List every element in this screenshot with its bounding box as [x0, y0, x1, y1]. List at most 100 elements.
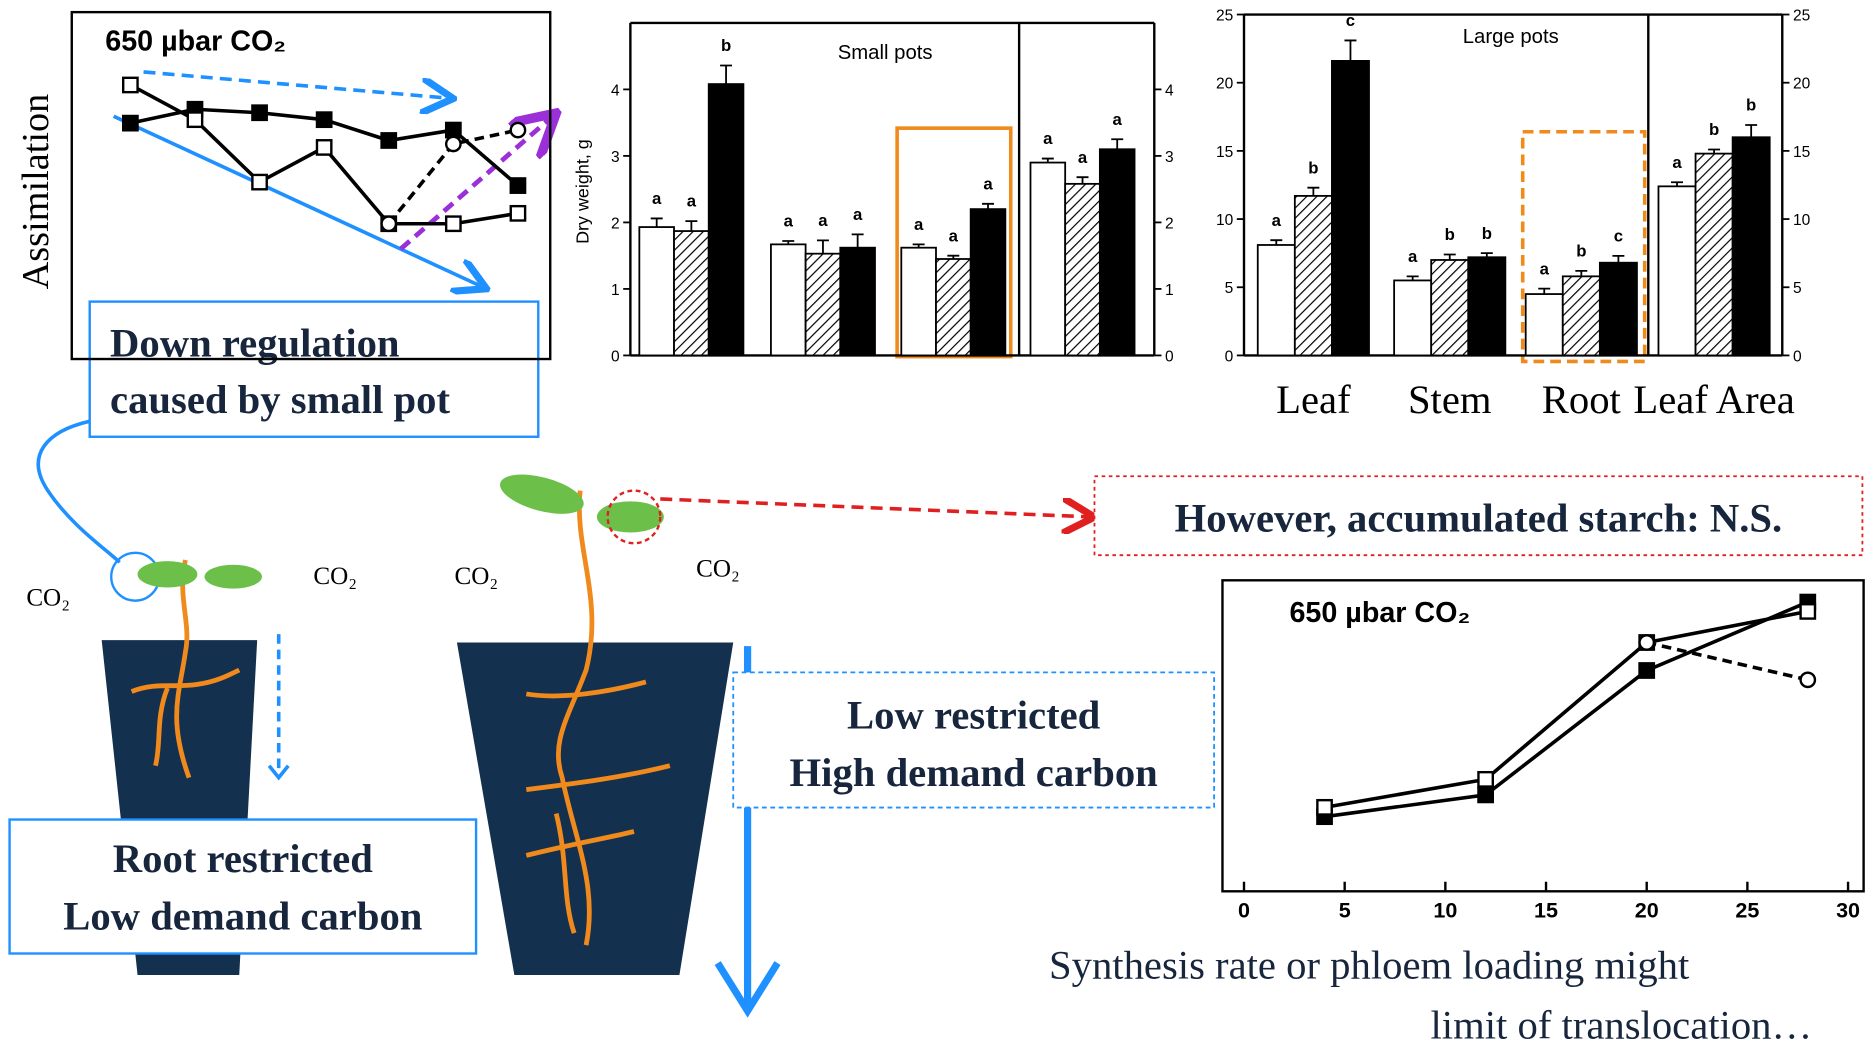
- callout-text: Low demand carbon: [63, 894, 422, 939]
- significance-letter: b: [1482, 224, 1492, 243]
- significance-letter: a: [784, 212, 794, 231]
- y-tick-label: 15: [1216, 144, 1233, 161]
- error-bar: [1745, 125, 1757, 137]
- point: [123, 78, 137, 92]
- significance-letter: a: [949, 226, 959, 245]
- note-text: Synthesis rate or phloem loading might: [1049, 943, 1690, 988]
- significance-letter: a: [1043, 129, 1053, 148]
- x-tick-label: 20: [1635, 899, 1659, 923]
- bar: [1100, 149, 1135, 355]
- point: [317, 140, 331, 154]
- y2-tick-label: 20: [1793, 76, 1811, 93]
- significance-letter: a: [818, 211, 828, 230]
- category-label: Root: [1542, 377, 1622, 422]
- significance-letter: c: [1614, 227, 1623, 246]
- co2-label: CO₂: [26, 584, 70, 611]
- point: [446, 137, 460, 151]
- point: [446, 217, 460, 231]
- bar: [936, 259, 971, 355]
- significance-letter: c: [1346, 11, 1355, 30]
- bar: [1468, 257, 1505, 355]
- y2-tick-label: 10: [1793, 212, 1811, 229]
- significance-letter: a: [652, 189, 662, 208]
- x-tick-label: 25: [1735, 899, 1759, 923]
- significance-letter: a: [1408, 247, 1418, 266]
- error-bar: [1111, 139, 1123, 149]
- category-label: Leaf Area: [1633, 377, 1794, 422]
- y2-tick-label: 0: [1165, 348, 1174, 365]
- point: [446, 123, 460, 137]
- point: [511, 206, 525, 220]
- y-tick-label: 20: [1216, 76, 1234, 93]
- point: [1478, 772, 1492, 786]
- x-tick-label: 5: [1339, 899, 1351, 923]
- significance-letter: a: [914, 215, 924, 234]
- bar: [771, 244, 806, 355]
- significance-letter: b: [1709, 120, 1719, 139]
- callout-text: Root restricted: [113, 836, 373, 881]
- bar: [1431, 260, 1468, 355]
- bar: [1030, 163, 1065, 356]
- significance-letter: a: [1672, 153, 1682, 172]
- co2-label: CO₂: [455, 563, 499, 590]
- bar: [1696, 154, 1733, 356]
- y2-tick-label: 5: [1793, 280, 1802, 297]
- bar: [1563, 276, 1600, 355]
- point: [252, 106, 266, 120]
- chart-title: 650 µbar CO₂: [105, 25, 286, 57]
- bar: [1332, 61, 1369, 356]
- error-bar: [1344, 40, 1356, 60]
- significance-letter: a: [687, 192, 697, 211]
- co2-label: CO₂: [696, 556, 740, 583]
- y2-tick-label: 2: [1165, 215, 1174, 232]
- y2-tick-label: 0: [1793, 348, 1802, 365]
- chart-title: Large pots: [1463, 26, 1559, 48]
- chart-title: Small pots: [838, 42, 933, 64]
- y-axis-label: Dry weight, g: [573, 139, 593, 244]
- co2-label: CO₂: [313, 563, 357, 590]
- x-tick-label: 0: [1238, 899, 1250, 923]
- point: [252, 175, 266, 189]
- error-bar: [817, 240, 829, 253]
- bar: [1065, 184, 1100, 356]
- error-bar: [651, 218, 663, 227]
- bar: [1258, 245, 1295, 355]
- y2-tick-label: 25: [1793, 8, 1810, 25]
- point: [382, 133, 396, 147]
- bar: [1658, 186, 1695, 355]
- y-tick-label: 3: [611, 149, 620, 166]
- error-bar: [720, 65, 732, 84]
- bar: [840, 248, 875, 356]
- significance-letter: b: [721, 36, 731, 55]
- bar: [1295, 196, 1332, 356]
- point: [123, 116, 137, 130]
- significance-letter: a: [853, 205, 863, 224]
- point: [1640, 663, 1654, 677]
- slide: Down regulation caused by small pot Root…: [0, 0, 1866, 1041]
- significance-letter: b: [1576, 242, 1586, 261]
- y-tick-label: 10: [1216, 212, 1234, 229]
- bar: [1733, 137, 1770, 355]
- significance-letter: b: [1445, 225, 1455, 244]
- error-bar: [685, 221, 697, 231]
- series-line: [1325, 611, 1808, 807]
- y-tick-label: 5: [1225, 280, 1234, 297]
- y-axis-label: Assimilation: [15, 94, 57, 290]
- callout-text: High demand carbon: [790, 750, 1158, 795]
- significance-letter: a: [1540, 259, 1550, 278]
- point: [511, 178, 525, 192]
- y-tick-label: 25: [1216, 8, 1233, 25]
- significance-letter: a: [1078, 148, 1088, 167]
- point: [382, 217, 396, 231]
- y-tick-label: 0: [1225, 348, 1234, 365]
- significance-letter: b: [1746, 96, 1756, 115]
- point: [1801, 604, 1815, 618]
- y2-tick-label: 15: [1793, 144, 1810, 161]
- bar: [1526, 294, 1563, 355]
- y-tick-label: 1: [611, 282, 620, 299]
- bar: [971, 209, 1006, 355]
- bar: [639, 227, 674, 355]
- x-tick-label: 10: [1433, 899, 1457, 923]
- callout-text: However, accumulated starch: N.S.: [1175, 495, 1783, 540]
- category-label: Leaf: [1276, 377, 1351, 422]
